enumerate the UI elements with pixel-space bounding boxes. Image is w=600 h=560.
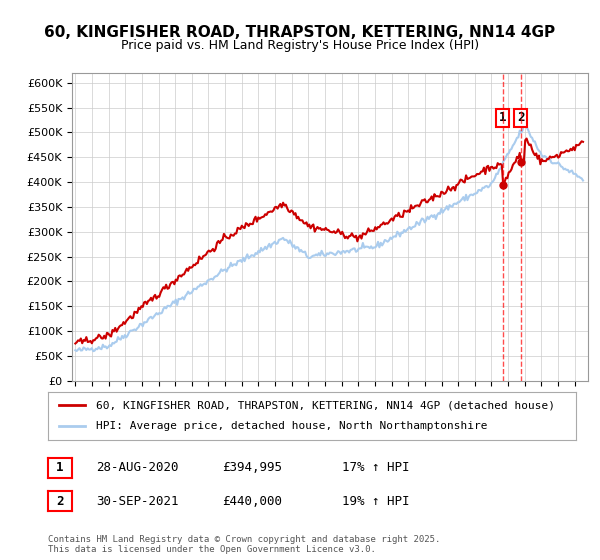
Text: Price paid vs. HM Land Registry's House Price Index (HPI): Price paid vs. HM Land Registry's House … bbox=[121, 39, 479, 52]
Text: 19% ↑ HPI: 19% ↑ HPI bbox=[342, 494, 409, 508]
Text: 60, KINGFISHER ROAD, THRAPSTON, KETTERING, NN14 4GP (detached house): 60, KINGFISHER ROAD, THRAPSTON, KETTERIN… bbox=[95, 400, 554, 410]
Text: HPI: Average price, detached house, North Northamptonshire: HPI: Average price, detached house, Nort… bbox=[95, 421, 487, 431]
Text: 17% ↑ HPI: 17% ↑ HPI bbox=[342, 461, 409, 474]
Text: £440,000: £440,000 bbox=[222, 494, 282, 508]
Text: 1: 1 bbox=[56, 461, 64, 474]
Text: 2: 2 bbox=[517, 111, 524, 124]
Text: Contains HM Land Registry data © Crown copyright and database right 2025.
This d: Contains HM Land Registry data © Crown c… bbox=[48, 535, 440, 554]
Text: £394,995: £394,995 bbox=[222, 461, 282, 474]
Text: 28-AUG-2020: 28-AUG-2020 bbox=[96, 461, 179, 474]
Text: 2: 2 bbox=[56, 494, 64, 508]
Text: 60, KINGFISHER ROAD, THRAPSTON, KETTERING, NN14 4GP: 60, KINGFISHER ROAD, THRAPSTON, KETTERIN… bbox=[44, 25, 556, 40]
Text: 30-SEP-2021: 30-SEP-2021 bbox=[96, 494, 179, 508]
Text: 1: 1 bbox=[499, 111, 506, 124]
